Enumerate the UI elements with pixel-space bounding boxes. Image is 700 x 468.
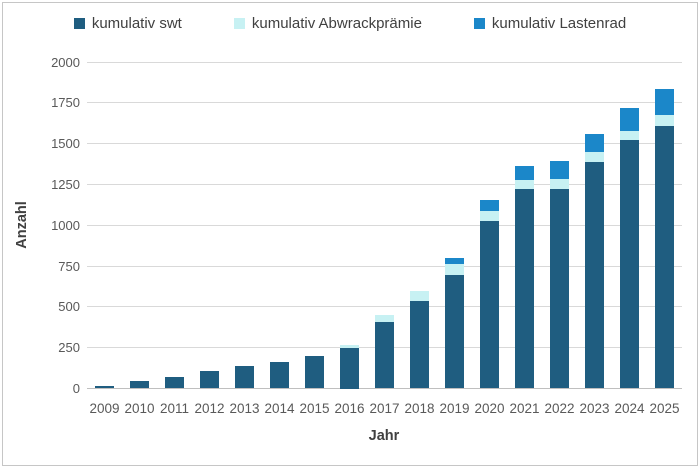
legend-label: kumulativ Lastenrad <box>491 14 627 32</box>
x-tick-label: 2021 <box>509 400 540 416</box>
bar-segment-2021 <box>515 180 534 190</box>
bar-segment-2015 <box>305 355 324 389</box>
bar-segment-2021 <box>515 166 534 181</box>
bar-segment-2022 <box>550 178 569 189</box>
bar-segment-2025 <box>655 88 674 116</box>
bar-segment-2013 <box>235 366 254 389</box>
x-tick-label: 2009 <box>89 400 120 416</box>
legend-label: kumulativ swt <box>91 14 182 32</box>
bar-segment-2022 <box>550 188 569 389</box>
gridline <box>87 183 682 185</box>
bar-segment-2017 <box>375 322 394 389</box>
gridline <box>87 224 682 226</box>
bar-segment-2017 <box>375 315 394 323</box>
legend-swatch-icon <box>473 17 485 29</box>
x-tick-label: 2022 <box>544 400 575 416</box>
bar-segment-2021 <box>515 189 534 389</box>
bar-segment-2020 <box>480 221 499 389</box>
bar-segment-2019 <box>445 264 464 276</box>
gridline <box>87 61 682 63</box>
bar-segment-2020 <box>480 211 499 222</box>
gridline <box>87 143 682 145</box>
bar-segment-2025 <box>655 125 674 389</box>
bar-segment-2024 <box>620 140 639 389</box>
legend-swatch-icon <box>233 17 245 29</box>
bar-segment-2009 <box>95 386 114 389</box>
y-tick-label: 0 <box>72 381 80 396</box>
x-tick-label: 2016 <box>334 400 365 416</box>
x-tick-label: 2018 <box>404 400 435 416</box>
y-tick-label: 1000 <box>51 217 80 233</box>
bar-segment-2020 <box>480 199 499 212</box>
gridline <box>87 265 682 267</box>
x-tick-label: 2011 <box>159 400 190 416</box>
x-tick-label: 2015 <box>299 400 330 416</box>
legend-swatch-icon <box>73 17 85 29</box>
legend-label: kumulativ Abwrackprämie <box>251 14 422 32</box>
x-tick-label: 2019 <box>439 400 470 416</box>
bar-segment-2012 <box>200 371 219 389</box>
x-tick-label: 2023 <box>579 400 610 416</box>
chart-legend: kumulativ swt kumulativ Abwrackprämie kumu… <box>0 12 700 34</box>
bar-segment-2019 <box>445 257 464 265</box>
bar-segment-2023 <box>585 133 604 152</box>
x-tick-label: 2010 <box>124 400 155 416</box>
x-tick-label: 2024 <box>614 400 645 416</box>
x-axis-title: Jahr <box>368 428 400 444</box>
bar-segment-2018 <box>410 291 429 302</box>
legend-item-2: kumulativ Abwrackprämie <box>233 14 422 32</box>
y-tick-label: 2000 <box>51 54 80 70</box>
bar-segment-2023 <box>585 151 604 162</box>
y-tick-label: 1500 <box>51 136 80 152</box>
y-axis-title: Anzahl <box>14 201 30 249</box>
bar-segment-2024 <box>620 107 639 131</box>
bar-segment-2024 <box>620 130 639 141</box>
bar-segment-2018 <box>410 301 429 389</box>
bar-segment-2011 <box>165 377 184 389</box>
bar-segment-2025 <box>655 115 674 126</box>
x-axis-line <box>87 388 682 389</box>
y-tick-label: 500 <box>58 299 80 315</box>
y-tick-label: 250 <box>58 340 80 356</box>
bar-segment-2022 <box>550 160 569 179</box>
x-tick-label: 2013 <box>229 400 260 416</box>
x-tick-label: 2017 <box>369 400 400 416</box>
legend-item-3: kumulativ Lastenrad <box>473 14 627 32</box>
bar-segment-2016 <box>340 345 359 348</box>
bar-segment-2010 <box>130 381 149 389</box>
x-tick-label: 2020 <box>474 400 505 416</box>
bar-segment-2023 <box>585 161 604 389</box>
x-tick-label: 2025 <box>649 400 680 416</box>
x-tick-label: 2012 <box>194 400 225 416</box>
gridline <box>87 306 682 308</box>
y-tick-label: 750 <box>58 258 80 274</box>
y-tick-label: 1250 <box>51 176 80 192</box>
y-tick-label: 1750 <box>51 95 80 111</box>
gridline <box>87 102 682 104</box>
x-tick-label: 2014 <box>264 400 295 416</box>
bar-segment-2019 <box>445 275 464 389</box>
bar-segment-2016 <box>340 347 359 389</box>
bar-segment-2014 <box>270 362 289 389</box>
legend-item-1: kumulativ swt <box>73 14 182 32</box>
